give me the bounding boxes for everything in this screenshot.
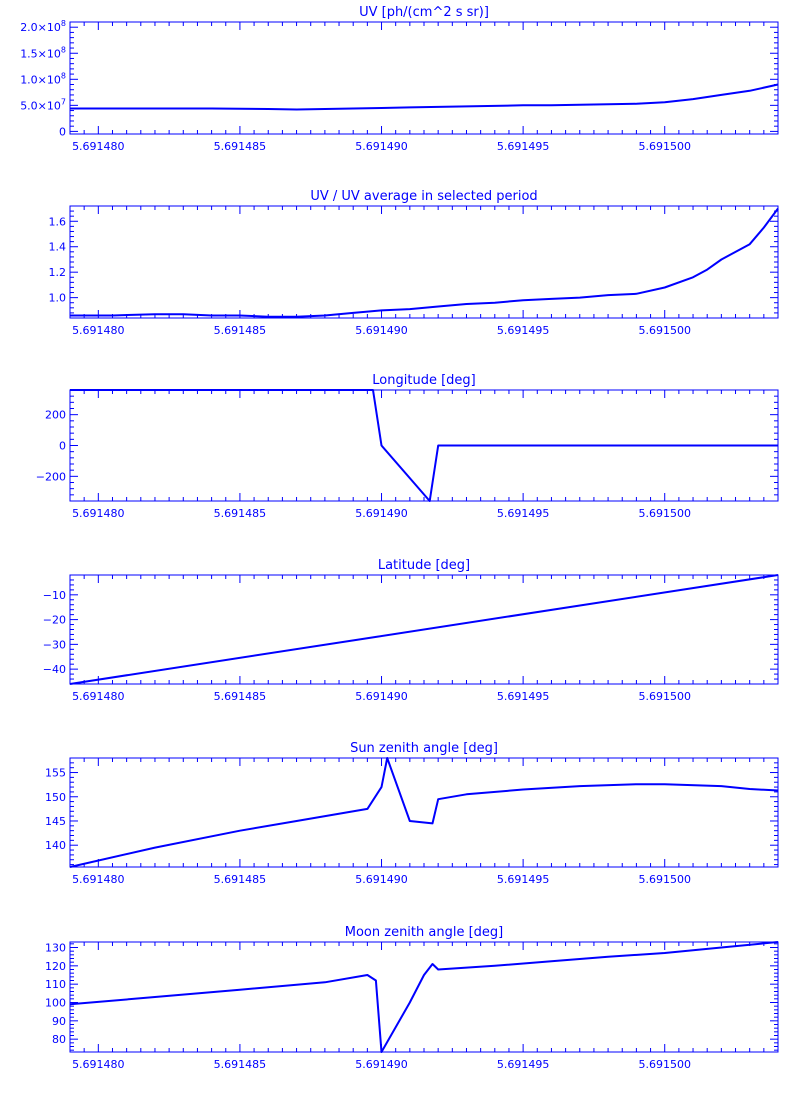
x-tick-label: 5.691500 <box>638 690 691 703</box>
y-tick-label: 110 <box>45 978 66 991</box>
y-tick-label: 130 <box>45 942 66 955</box>
series-line <box>69 757 779 868</box>
x-tick-label: 5.691490 <box>355 324 408 337</box>
x-tick-label: 5.691480 <box>72 507 125 520</box>
x-tick-label: 5.691480 <box>72 690 125 703</box>
plot-frame <box>69 21 779 135</box>
y-tick-label: −30 <box>43 638 66 651</box>
y-tick-label: 2.0×108 <box>20 19 66 34</box>
y-tick-label: 145 <box>45 815 66 828</box>
panel-4: Latitude [deg] 5.691480 5.691485 5.691490 5.… <box>43 558 779 703</box>
y-tick-label: 1.0 <box>49 292 67 305</box>
x-tick-label: 5.691485 <box>214 507 267 520</box>
x-tick-label: 5.691485 <box>214 1058 267 1071</box>
x-tick-label: 5.691490 <box>355 507 408 520</box>
panel-title: Longitude [deg] <box>372 373 475 388</box>
y-tick-label: 140 <box>45 839 66 852</box>
panel-title: Sun zenith angle [deg] <box>350 741 498 756</box>
x-tick-label: 5.691495 <box>497 507 550 520</box>
panel-5: Sun zenith angle [deg] 5.691480 5.691485 5.… <box>45 741 779 886</box>
series-line <box>70 83 779 111</box>
plot-frame <box>69 205 779 319</box>
x-tick-label: 5.691490 <box>355 1058 408 1071</box>
y-tick-label: 5.0×107 <box>20 97 66 112</box>
y-tick-label: −40 <box>43 663 66 676</box>
y-tick-label: 200 <box>45 409 66 422</box>
y-tick-label: 150 <box>45 791 66 804</box>
panel-title: Moon zenith angle [deg] <box>345 925 503 940</box>
x-tick-label: 5.691485 <box>214 690 267 703</box>
x-tick-label: 5.691480 <box>72 1058 125 1071</box>
panel-title: Latitude [deg] <box>378 558 470 573</box>
x-tick-label: 5.691495 <box>497 690 550 703</box>
x-tick-label: 5.691500 <box>638 324 691 337</box>
x-tick-label: 5.691495 <box>497 1058 550 1071</box>
series-line <box>69 941 779 1053</box>
y-tick-label: 1.5×108 <box>20 45 66 60</box>
x-tick-label: 5.691485 <box>214 873 267 886</box>
x-tick-label: 5.691495 <box>497 140 550 153</box>
panel-6: Moon zenith angle [deg] 5.691480 5.691485 5… <box>45 925 779 1071</box>
y-tick-label: −200 <box>36 470 66 483</box>
panel-title: UV / UV average in selected period <box>310 189 537 204</box>
x-tick-label: 5.691495 <box>497 324 550 337</box>
y-tick-label: 1.0×108 <box>20 71 66 86</box>
y-tick-label: 80 <box>52 1033 66 1046</box>
x-tick-label: 5.691500 <box>638 140 691 153</box>
x-tick-label: 5.691480 <box>72 140 125 153</box>
series-line <box>70 389 778 502</box>
y-tick-label: 155 <box>45 767 66 780</box>
x-tick-label: 5.691500 <box>638 507 691 520</box>
y-tick-label: −20 <box>43 614 66 627</box>
y-tick-label: −10 <box>43 589 66 602</box>
series-line <box>69 574 779 685</box>
x-tick-label: 5.691490 <box>355 873 408 886</box>
x-tick-label: 5.691490 <box>355 690 408 703</box>
plot-frame <box>69 941 779 1053</box>
y-tick-label: 90 <box>52 1015 66 1028</box>
x-tick-label: 5.691485 <box>214 140 267 153</box>
panel-3: Longitude [deg] 5.691480 5.691485 5.691490 5… <box>36 373 779 520</box>
x-tick-label: 5.691500 <box>638 873 691 886</box>
y-tick-label: 1.6 <box>49 215 67 228</box>
x-tick-label: 5.691480 <box>72 324 125 337</box>
panel-title: UV [ph/(cm^2 s sr)] <box>359 5 489 20</box>
x-tick-label: 5.691495 <box>497 873 550 886</box>
panel-1: UV [ph/(cm^2 s sr)] 5.691480 5.691485 5.691… <box>20 5 779 153</box>
plot-frame <box>69 757 779 868</box>
panel-2: UV / UV average in selected period 5.6914… <box>49 189 779 337</box>
y-tick-label: 0 <box>59 440 66 453</box>
series-line <box>70 207 779 318</box>
x-tick-label: 5.691490 <box>355 140 408 153</box>
x-tick-label: 5.691485 <box>214 324 267 337</box>
y-tick-label: 100 <box>45 997 66 1010</box>
y-tick-label: 0 <box>59 125 66 138</box>
x-tick-label: 5.691500 <box>638 1058 691 1071</box>
y-tick-label: 120 <box>45 960 66 973</box>
x-tick-label: 5.691480 <box>72 873 125 886</box>
y-tick-label: 1.4 <box>49 241 67 254</box>
y-tick-label: 1.2 <box>49 266 67 279</box>
